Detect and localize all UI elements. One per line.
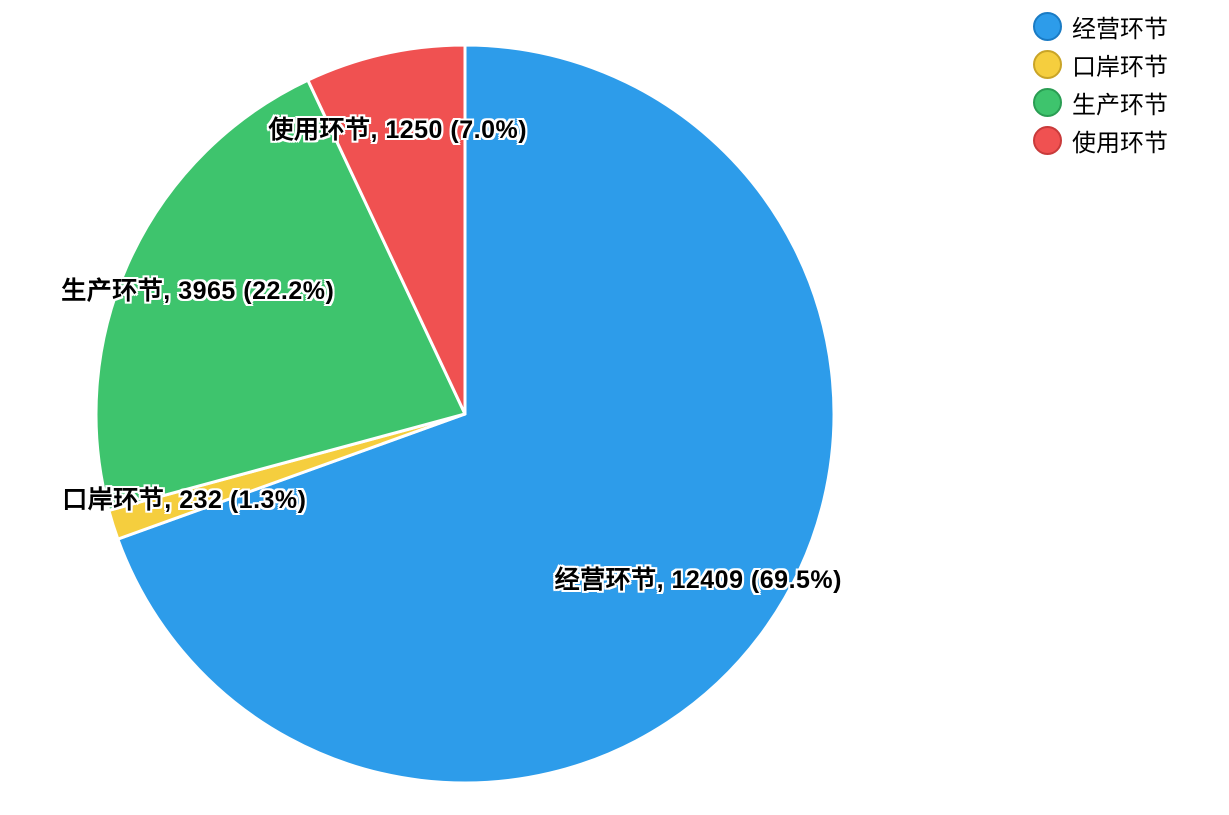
slice-label-2: 生产环节, 3965 (22.2%)	[61, 277, 335, 306]
legend-item-label: 生产环节	[1072, 91, 1168, 119]
slice-label-1: 口岸环节, 232 (1.3%)	[62, 486, 307, 515]
pie-slice-0[interactable]	[116, 43, 836, 785]
legend-item-2[interactable]: 生产环节	[1033, 87, 1168, 119]
legend-swatch-icon	[1033, 87, 1062, 117]
legend-swatch-icon	[1033, 125, 1062, 155]
slice-label-0: 经营环节, 12409 (69.5%)	[554, 565, 842, 594]
legend-item-label: 使用环节	[1072, 129, 1168, 157]
pie-slice-3[interactable]	[306, 43, 467, 416]
slice-label-3: 使用环节, 1250 (7.0%)	[268, 115, 528, 144]
legend-swatch-icon	[1033, 11, 1062, 41]
legend: 经营环节口岸环节生产环节使用环节	[1033, 11, 1168, 157]
legend-item-3[interactable]: 使用环节	[1033, 125, 1168, 157]
legend-item-1[interactable]: 口岸环节	[1033, 49, 1168, 81]
pie-slice-2[interactable]	[94, 78, 467, 512]
legend-item-label: 口岸环节	[1072, 53, 1168, 81]
legend-item-label: 经营环节	[1072, 15, 1168, 43]
legend-swatch-icon	[1033, 49, 1062, 79]
legend-item-0[interactable]: 经营环节	[1033, 11, 1168, 43]
